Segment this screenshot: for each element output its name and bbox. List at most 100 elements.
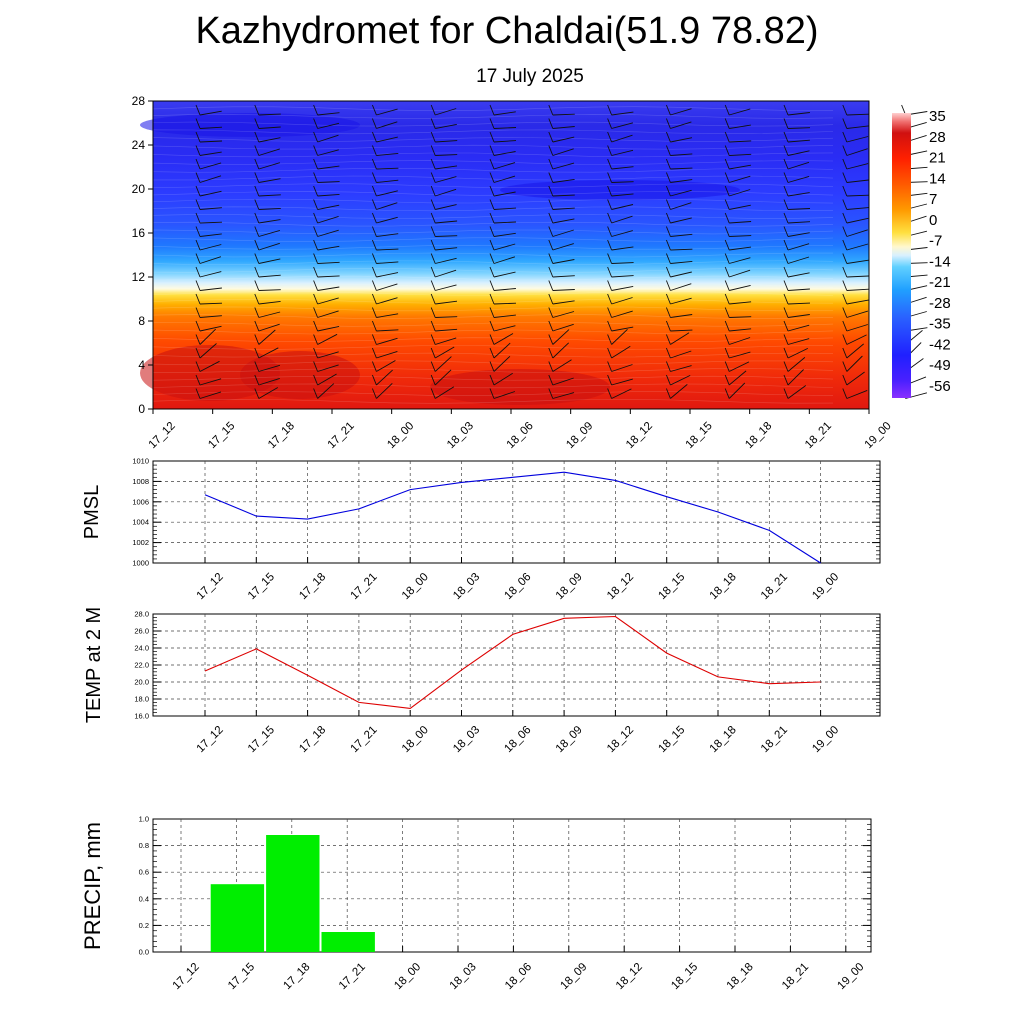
y-tick-label: 1010 bbox=[132, 457, 149, 466]
wind-barb bbox=[371, 307, 399, 318]
wind-barb bbox=[489, 199, 517, 210]
wind-barb bbox=[313, 172, 340, 183]
colorbar-label: -21 bbox=[929, 274, 951, 291]
contour-line bbox=[152, 214, 834, 219]
pmsl-x-tick-label: 18_00 bbox=[400, 571, 431, 602]
wind-barb bbox=[195, 199, 222, 210]
heatmap-hot-core-0 bbox=[140, 345, 280, 401]
wind-barb bbox=[195, 239, 222, 251]
wind-barb bbox=[313, 373, 337, 386]
contour-line bbox=[152, 368, 834, 373]
wind-barb bbox=[313, 320, 340, 332]
wind-barb bbox=[548, 359, 572, 372]
contour-line bbox=[152, 391, 834, 396]
wind-barb bbox=[371, 239, 399, 251]
wind-barb bbox=[842, 293, 869, 305]
precip-x-tick-label: 18_12 bbox=[614, 961, 645, 992]
wind-barb bbox=[783, 239, 810, 251]
contour-line bbox=[152, 352, 834, 358]
wind-barb bbox=[195, 280, 222, 291]
wind-barb bbox=[195, 226, 222, 237]
colorbar-label: 14 bbox=[929, 170, 946, 187]
wind-barb bbox=[607, 374, 633, 386]
wind-barb bbox=[371, 334, 398, 345]
wind-barb bbox=[489, 239, 516, 251]
wind-barb bbox=[724, 361, 750, 372]
wind-barb bbox=[783, 334, 810, 345]
wind-barb bbox=[195, 145, 222, 156]
wind-barb bbox=[724, 104, 751, 116]
wind-barb bbox=[548, 320, 574, 332]
pmsl-x-tick-label: 18_06 bbox=[502, 571, 533, 602]
heatmap-y-tick-label: 8 bbox=[138, 314, 145, 328]
heatmap-y-tick-label: 4 bbox=[138, 358, 145, 372]
wind-barb bbox=[607, 199, 634, 210]
wind-barb bbox=[430, 104, 457, 116]
page-subtitle: 17 July 2025 bbox=[476, 66, 584, 87]
wind-barb bbox=[607, 158, 634, 170]
wind-barb bbox=[724, 226, 752, 237]
wind-barb bbox=[195, 158, 222, 170]
heatmap-cold-core-0 bbox=[140, 113, 360, 137]
wind-barb bbox=[489, 280, 516, 291]
wind-barb bbox=[313, 293, 339, 305]
wind-barb bbox=[254, 387, 279, 399]
wind-barb bbox=[489, 307, 516, 318]
y-tick-label: 26.0 bbox=[134, 627, 149, 636]
wind-barb bbox=[254, 212, 281, 224]
heatmap-x-tick-label: 18_18 bbox=[743, 420, 774, 451]
wind-barb bbox=[607, 131, 633, 143]
wind-barb bbox=[665, 158, 693, 170]
wind-barb bbox=[489, 158, 516, 170]
wind-barb bbox=[783, 226, 810, 237]
y-tick-label: 22.0 bbox=[134, 661, 149, 670]
wind-barb bbox=[489, 293, 517, 305]
wind-barb bbox=[489, 185, 516, 197]
contour-line bbox=[152, 306, 834, 312]
wind-barb bbox=[195, 343, 217, 359]
wind-barb bbox=[665, 293, 692, 305]
wind-barb bbox=[665, 280, 692, 291]
wind-barb bbox=[313, 347, 339, 359]
wind-barb bbox=[724, 172, 751, 183]
wind-barb bbox=[195, 360, 220, 372]
wind-barb bbox=[195, 388, 222, 399]
temp-x-tick-label: 19_00 bbox=[810, 724, 841, 755]
wind-barb bbox=[254, 158, 281, 170]
colorbar-label: -7 bbox=[929, 233, 942, 250]
y-tick-label: 0.0 bbox=[139, 948, 149, 957]
contour-line bbox=[152, 244, 834, 250]
wind-barb bbox=[430, 145, 458, 156]
colorbar-label: -42 bbox=[929, 336, 951, 353]
wind-barb bbox=[607, 266, 634, 278]
wind-barb bbox=[313, 361, 339, 372]
contour-line bbox=[152, 260, 834, 266]
wind-barb bbox=[548, 131, 575, 143]
temp-x-tick-label: 17_15 bbox=[246, 724, 277, 755]
wind-barb bbox=[607, 185, 634, 197]
wind-barb bbox=[607, 328, 628, 345]
wind-barb bbox=[724, 212, 752, 224]
precip-x-tick-label: 17_18 bbox=[281, 961, 312, 992]
wind-barb bbox=[254, 320, 280, 332]
wind-barb bbox=[842, 145, 868, 156]
wind-barb bbox=[724, 266, 751, 278]
wind-barb bbox=[371, 104, 398, 116]
wind-barb bbox=[548, 172, 575, 183]
wind-barb bbox=[313, 383, 335, 399]
wind-barb bbox=[371, 118, 398, 129]
wind-barb bbox=[430, 199, 457, 210]
contour-line bbox=[152, 337, 834, 343]
wind-barb bbox=[548, 239, 574, 251]
contour-line bbox=[152, 114, 834, 119]
wind-barb bbox=[430, 307, 458, 318]
wind-barb bbox=[665, 320, 693, 332]
pmsl-x-tick-label: 18_12 bbox=[605, 571, 636, 602]
wind-barb bbox=[195, 185, 222, 197]
wind-barb bbox=[548, 104, 575, 116]
heatmap-cold-core-1 bbox=[500, 180, 740, 200]
wind-barb bbox=[313, 280, 340, 291]
wind-barb bbox=[371, 199, 398, 210]
wind-barb bbox=[665, 307, 693, 318]
wind-barb bbox=[548, 342, 570, 359]
